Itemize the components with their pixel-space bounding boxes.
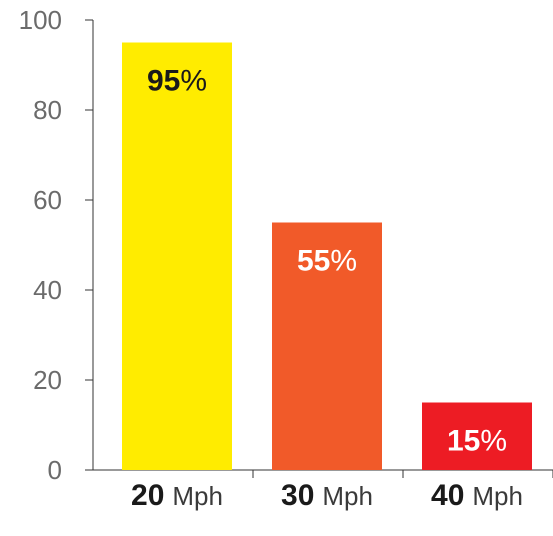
- bar-value-label: 55%: [297, 245, 357, 278]
- bar: [122, 42, 232, 470]
- bar-value-number: 55: [297, 245, 330, 278]
- bar-value-label: 15%: [447, 425, 507, 458]
- bar-labels: 95%55%15%: [147, 65, 507, 458]
- bar-value-label: 95%: [147, 65, 207, 98]
- category-value: 20: [131, 479, 164, 512]
- y-tick-label: 40: [33, 275, 62, 305]
- bar-value-suffix: %: [480, 425, 507, 458]
- category-value: 40: [431, 479, 464, 512]
- category-unit: Mph: [472, 481, 523, 511]
- bar-value-number: 95: [147, 65, 180, 98]
- x-axis-labels: 20 Mph 30 Mph 40 Mph: [131, 479, 523, 512]
- y-tick-label: 60: [33, 185, 62, 215]
- x-category-label: 40 Mph: [431, 479, 523, 512]
- bars: [122, 42, 532, 470]
- bar-value-suffix: %: [180, 65, 207, 98]
- y-axis-ticks: 0 20 40 60 80 100: [19, 5, 93, 485]
- y-tick-label: 0: [48, 455, 62, 485]
- category-value: 30: [281, 479, 314, 512]
- bar: [422, 402, 532, 470]
- y-tick-label: 100: [19, 5, 62, 35]
- x-category-label: 20 Mph: [131, 479, 223, 512]
- y-tick-label: 80: [33, 95, 62, 125]
- bar-value-suffix: %: [330, 245, 357, 278]
- y-tick-label: 20: [33, 365, 62, 395]
- bar: [272, 222, 382, 470]
- category-unit: Mph: [322, 481, 373, 511]
- category-unit: Mph: [172, 481, 223, 511]
- bar-value-number: 15: [447, 425, 480, 458]
- x-category-label: 30 Mph: [281, 479, 373, 512]
